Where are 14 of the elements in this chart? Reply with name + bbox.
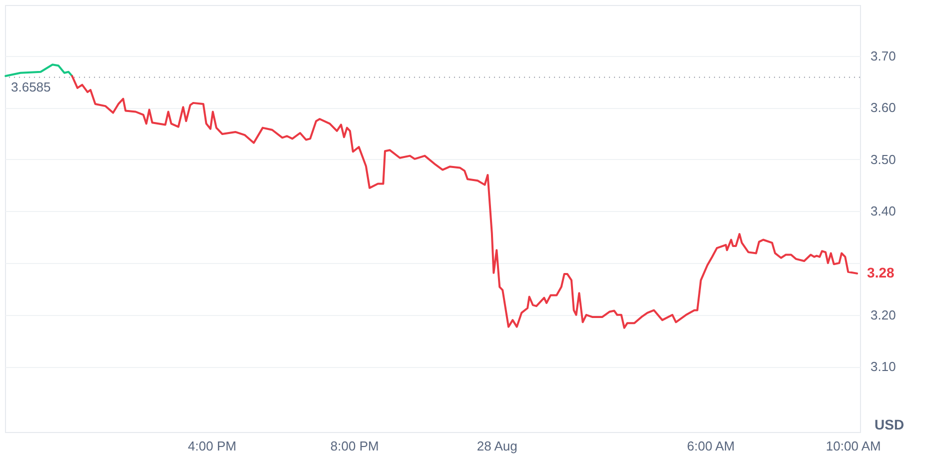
annotation: 3.28: [867, 264, 894, 280]
x-tick-label: 4:00 PM: [188, 438, 236, 454]
y-axis-title: USD: [874, 416, 904, 432]
y-tick-label: 3.20: [870, 307, 896, 322]
ref-line-label: 3.6585: [11, 79, 51, 94]
x-tick-label: 10:00 AM: [826, 438, 881, 454]
x-tick-label: 6:00 AM: [687, 438, 735, 454]
y-tick-label: 3.60: [870, 100, 896, 116]
y-tick-label: 3.40: [870, 204, 896, 219]
y-tick-label: 3.50: [870, 152, 896, 167]
x-tick-label: 28 Aug: [476, 438, 518, 454]
y-tick-label: 3.70: [870, 48, 896, 64]
x-tick-label: 8:00 PM: [330, 438, 379, 454]
y-tick-label: 3.10: [870, 359, 896, 374]
